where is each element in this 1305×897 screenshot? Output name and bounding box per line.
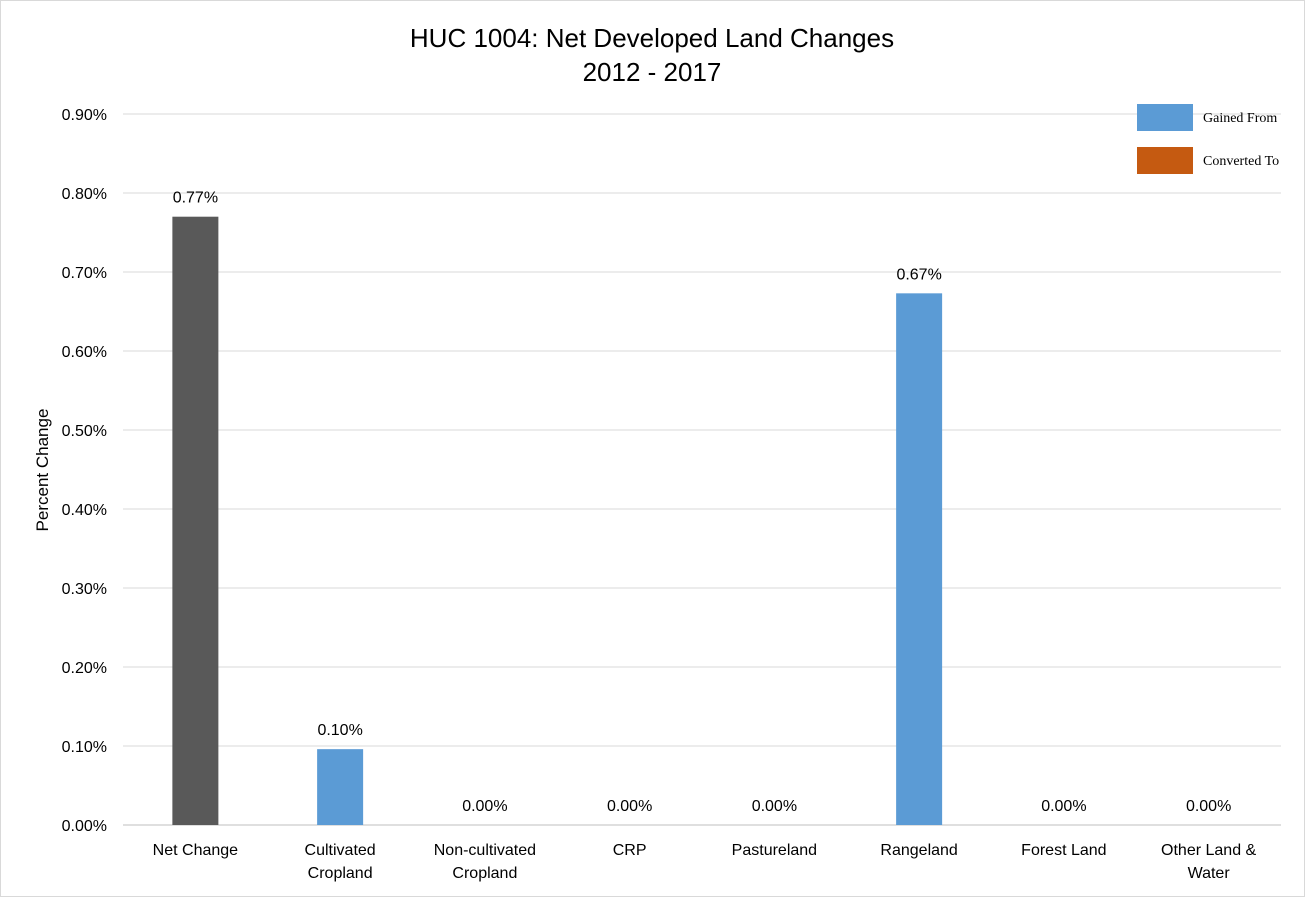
- data-label: 0.77%: [173, 190, 218, 207]
- y-tick-label: 0.00%: [62, 818, 107, 835]
- y-tick-label: 0.70%: [62, 265, 107, 282]
- category-label: Cultivated Cropland: [305, 842, 376, 882]
- y-axis-label: Percent Change: [33, 409, 52, 532]
- category-label: Other Land & Water: [1161, 842, 1257, 882]
- legend-swatch: [1137, 104, 1193, 131]
- y-tick-label: 0.60%: [62, 344, 107, 361]
- data-label: 0.00%: [462, 798, 507, 815]
- data-label: 0.00%: [607, 798, 652, 815]
- chart-title: HUC 1004: Net Developed Land Changes: [410, 23, 894, 53]
- category-label: CRP: [613, 842, 647, 859]
- data-label: 0.67%: [896, 266, 941, 283]
- gridlines: [123, 113, 1281, 826]
- legend-label: Gained From: [1203, 111, 1277, 126]
- data-label: 0.00%: [752, 798, 797, 815]
- bar: [317, 749, 364, 825]
- x-axis-categories: Net Change Cultivated Cropland Non-cultivat…: [153, 842, 1257, 882]
- data-label: 0.00%: [1186, 798, 1231, 815]
- bar: [172, 216, 219, 825]
- data-label: 0.00%: [1041, 798, 1086, 815]
- y-tick-label: 0.40%: [62, 502, 107, 519]
- category-label: Forest Land: [1021, 842, 1106, 859]
- legend: Gained From Converted To: [1137, 104, 1279, 174]
- category-label: Non-cultivated Cropland: [434, 842, 536, 882]
- chart-subtitle: 2012 - 2017: [583, 57, 722, 87]
- y-tick-label: 0.90%: [62, 107, 107, 124]
- data-label: 0.10%: [317, 722, 362, 739]
- bars: [172, 216, 943, 826]
- y-tick-label: 0.20%: [62, 660, 107, 677]
- category-label: Pastureland: [732, 842, 817, 859]
- y-tick-label: 0.30%: [62, 581, 107, 598]
- y-tick-label: 0.50%: [62, 423, 107, 440]
- category-label: Rangeland: [880, 842, 957, 859]
- legend-label: Converted To: [1203, 154, 1279, 169]
- category-label: Net Change: [153, 842, 238, 859]
- legend-swatch: [1137, 147, 1193, 174]
- data-labels: 0.77% 0.10% 0.00% 0.00% 0.00% 0.67% 0.00% 0.00%: [173, 190, 1232, 815]
- y-axis-ticks: 0.00% 0.10% 0.20% 0.30% 0.40% 0.50% 0.60% 0.70%…: [62, 107, 107, 835]
- bar: [896, 293, 943, 826]
- y-tick-label: 0.80%: [62, 186, 107, 203]
- y-tick-label: 0.10%: [62, 739, 107, 756]
